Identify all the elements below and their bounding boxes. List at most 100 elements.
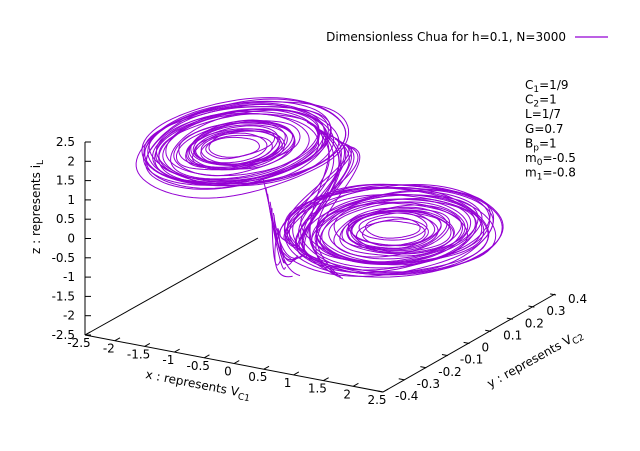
trajectory-right-loop bbox=[362, 220, 426, 247]
trajectory-transition bbox=[315, 138, 352, 278]
floor-back-line bbox=[84, 237, 259, 336]
y-tick-mark bbox=[528, 305, 535, 308]
y-tick-label: -0.2 bbox=[438, 365, 461, 379]
y-tick-label: 0.3 bbox=[546, 304, 565, 318]
y-axis-label-text: y : represents V bbox=[485, 332, 575, 391]
parameter-symbol: G bbox=[525, 122, 534, 136]
z-tick-label: 0.5 bbox=[56, 212, 75, 226]
x-tick-mark bbox=[352, 382, 359, 387]
trajectory-transition bbox=[279, 142, 353, 242]
trajectory-left-loop bbox=[141, 97, 347, 187]
y-tick-label: 0 bbox=[482, 341, 490, 355]
parameter-line: L=1/7 bbox=[525, 107, 561, 121]
parameter-line: m0=-0.5 bbox=[525, 151, 576, 168]
y-tick-label: 0.4 bbox=[568, 292, 587, 306]
trajectory-transition bbox=[283, 126, 335, 245]
trajectory-left-loop bbox=[185, 125, 279, 169]
parameter-value: =1 bbox=[539, 136, 557, 150]
parameter-symbol: m bbox=[525, 166, 537, 180]
parameter-line: C1=1/9 bbox=[525, 78, 569, 95]
z-tick-label: -0.5 bbox=[52, 251, 75, 265]
trajectory-left-loop bbox=[135, 101, 350, 199]
trajectory-right-loop bbox=[319, 198, 472, 264]
z-axis-label-text: z : represents i bbox=[29, 165, 43, 254]
trajectory-left-loop bbox=[200, 134, 273, 166]
trajectory-layer bbox=[135, 97, 504, 279]
trajectory-right-loop bbox=[284, 187, 490, 274]
z-tick-label: 2 bbox=[67, 154, 75, 168]
z-tick-label: -2 bbox=[63, 309, 75, 323]
trajectory-left-loop bbox=[173, 122, 296, 177]
parameter-line: G=0.7 bbox=[525, 122, 563, 136]
trajectory-right-loop bbox=[365, 216, 421, 239]
parameter-value: =0.7 bbox=[534, 122, 563, 136]
z-tick-label: 1.5 bbox=[56, 174, 75, 188]
x-tick-label: 2 bbox=[343, 387, 351, 401]
z-tick-label: 2.5 bbox=[56, 135, 75, 149]
parameter-value: =-0.5 bbox=[542, 151, 575, 165]
trajectory-left-loop bbox=[158, 108, 327, 185]
x-tick-label: 0 bbox=[224, 365, 232, 379]
parameter-subscript: 0 bbox=[537, 158, 543, 168]
trajectory-transition bbox=[315, 145, 361, 279]
trajectory-right-loop bbox=[294, 187, 491, 274]
y-tick-label: -0.4 bbox=[395, 389, 418, 403]
trajectory-right-loop bbox=[333, 198, 469, 255]
parameter-symbol: B bbox=[525, 136, 533, 150]
trajectory-transition bbox=[277, 229, 301, 277]
trajectory-left-loop bbox=[188, 120, 301, 170]
trajectory-right-loop bbox=[358, 212, 428, 241]
parameter-value: =-0.8 bbox=[542, 166, 575, 180]
parameter-annotation: C1=1/9C2=1L=1/7G=0.7Bp=1m0=-0.5m1=-0.8 bbox=[525, 78, 576, 183]
parameter-subscript: p bbox=[533, 143, 539, 153]
x-tick-mark bbox=[293, 371, 300, 376]
legend: Dimensionless Chua for h=0.1, N=3000 bbox=[326, 30, 608, 44]
y-tick-mark bbox=[550, 293, 557, 296]
trajectory-transition bbox=[284, 145, 350, 247]
parameter-symbol: C bbox=[525, 78, 533, 92]
parameter-value: =1 bbox=[539, 93, 557, 107]
x-tick-mark bbox=[382, 388, 389, 393]
x-tick-label: 1 bbox=[284, 376, 292, 390]
y-tick-mark bbox=[485, 329, 492, 332]
parameter-subscript: 1 bbox=[537, 173, 543, 183]
parameter-subscript: 1 bbox=[533, 85, 539, 95]
y-tick-label: -0.1 bbox=[460, 353, 483, 367]
legend-label: Dimensionless Chua for h=0.1, N=3000 bbox=[326, 30, 566, 44]
parameter-symbol: L bbox=[525, 107, 532, 121]
x-tick-mark bbox=[233, 360, 240, 364]
x-tick-mark bbox=[144, 343, 151, 347]
x-tick-label: -0.5 bbox=[186, 359, 209, 373]
x-tick-mark bbox=[323, 377, 329, 382]
parameter-subscript: 2 bbox=[533, 100, 539, 110]
y-tick-mark bbox=[420, 366, 427, 369]
parameter-symbol: m bbox=[525, 151, 537, 165]
parameter-value: =1/7 bbox=[532, 107, 561, 121]
x-tick-label: -2.5 bbox=[67, 336, 90, 350]
x-axis-label-subscript: C1 bbox=[237, 392, 251, 404]
y-tick-group: -0.4-0.3-0.2-0.10 0.10.20.30.4 bbox=[377, 292, 587, 403]
y-tick-mark bbox=[398, 378, 405, 381]
x-tick-mark bbox=[174, 348, 180, 353]
x-tick-label: -2 bbox=[103, 342, 115, 356]
z-tick-label: 1 bbox=[67, 193, 75, 207]
trajectory-left-loop bbox=[148, 103, 340, 185]
trajectory-right-loop bbox=[333, 207, 451, 258]
trajectory-left-loop bbox=[205, 136, 260, 160]
trajectory-right-loop bbox=[347, 210, 442, 250]
z-axis-label-subscript: L bbox=[36, 160, 46, 165]
x-tick-mark bbox=[114, 337, 121, 342]
z-tick-label: -2.5 bbox=[52, 328, 75, 342]
z-tick-label: -1 bbox=[63, 270, 75, 284]
parameter-line: Bp=1 bbox=[525, 136, 557, 153]
parameter-line: m1=-0.8 bbox=[525, 166, 576, 183]
trajectory-right-loop bbox=[351, 209, 442, 247]
parameter-value: =1/9 bbox=[539, 78, 568, 92]
z-tick-group: 2.5 2 1.5 1 0.5 0 -0.5 -1 -1.5 -2 -2.5 bbox=[52, 135, 91, 342]
y-tick-mark bbox=[463, 341, 470, 344]
y-tick-label: -0.3 bbox=[417, 377, 440, 391]
trajectory-left-loop bbox=[144, 102, 325, 183]
x-tick-label: 0.5 bbox=[248, 370, 267, 384]
